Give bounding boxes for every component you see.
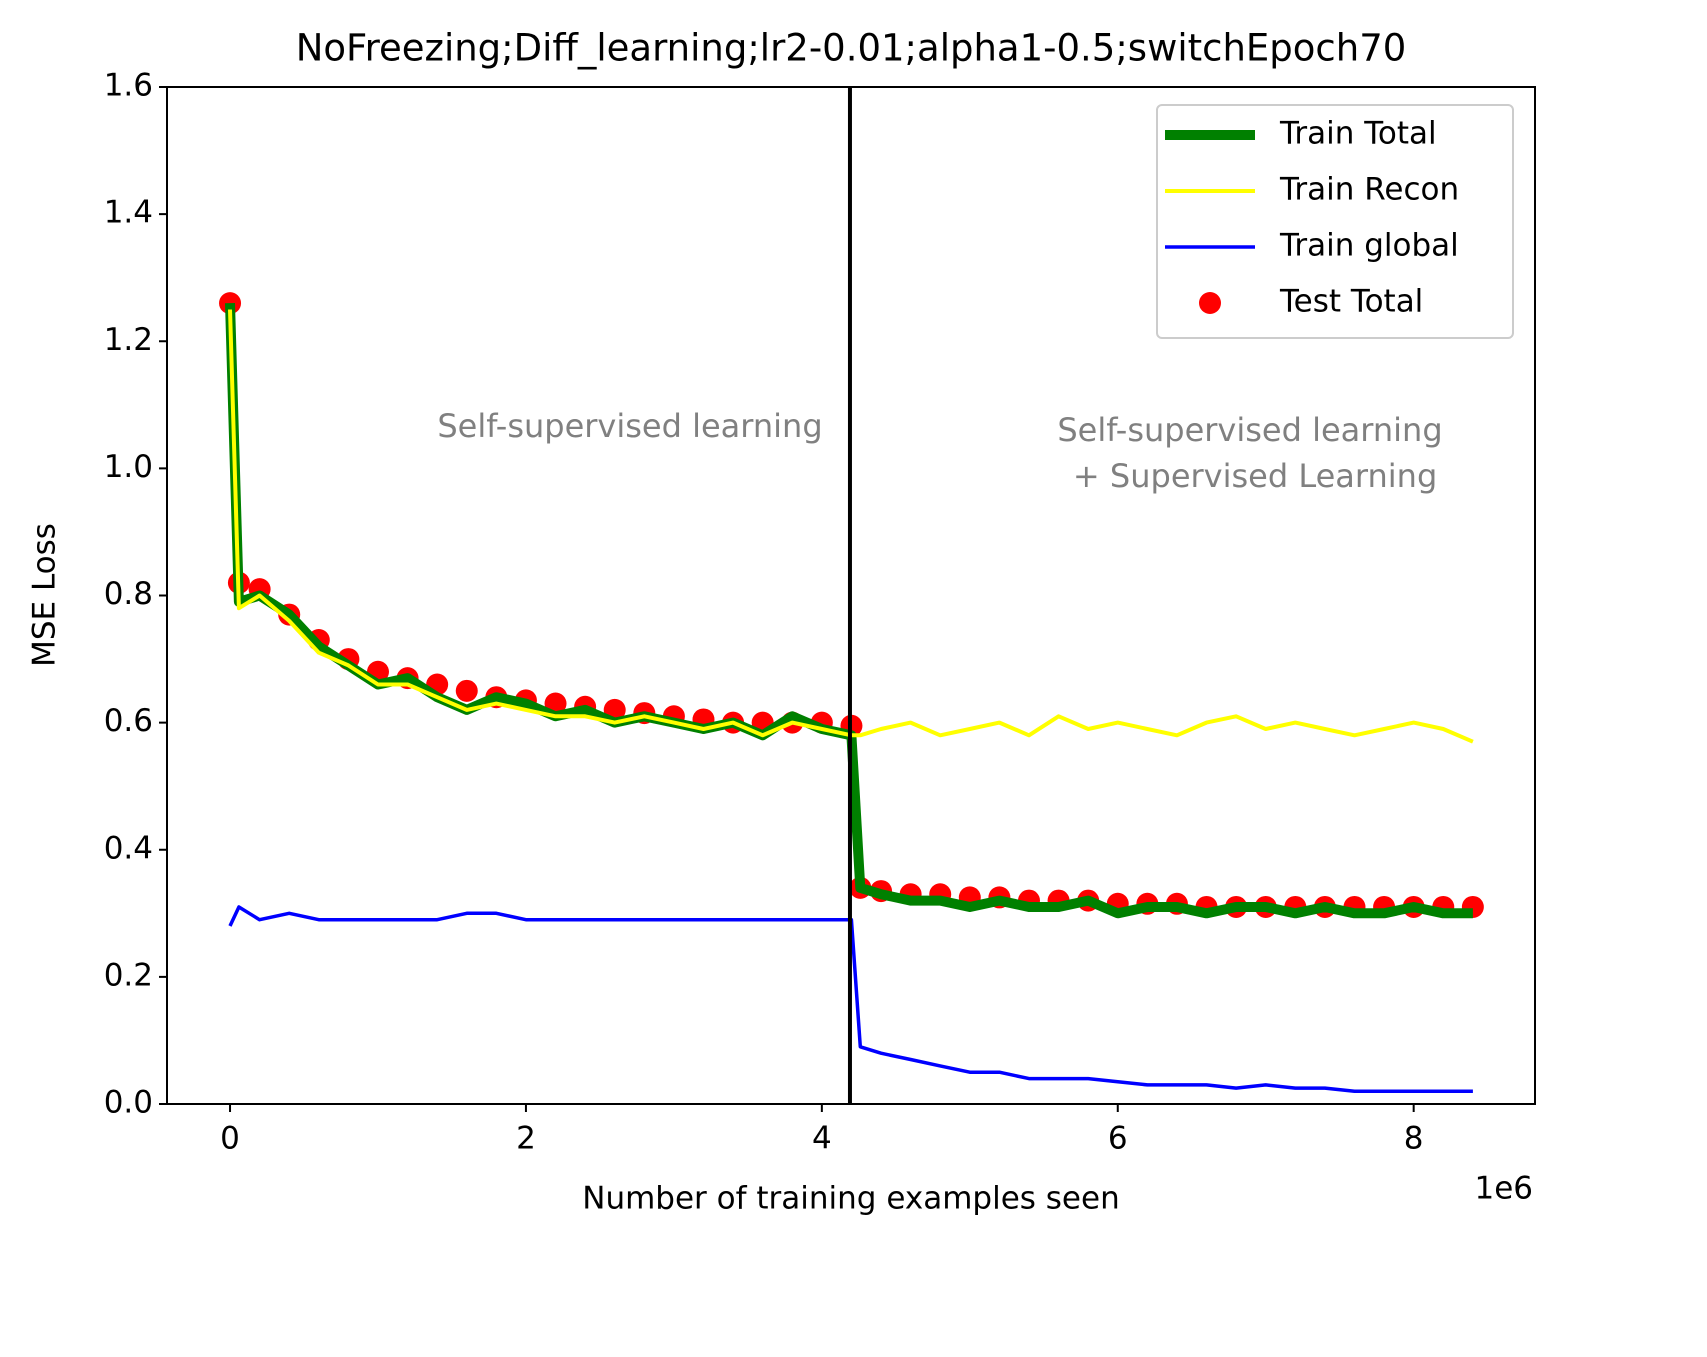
legend-label: Train Total [1279, 116, 1437, 152]
annotation: + Supervised Learning [1063, 457, 1438, 495]
y-tick-label: 1.0 [104, 449, 153, 485]
x-tick-label: 8 [1404, 1121, 1424, 1157]
x-tick-label: 4 [812, 1121, 832, 1157]
legend-label: Train global [1279, 228, 1459, 264]
x-tick-label: 2 [516, 1121, 536, 1157]
x-tick-label: 6 [1108, 1121, 1128, 1157]
y-tick-label: 0.6 [104, 703, 153, 739]
y-axis-label: MSE Loss [27, 523, 63, 667]
legend-box [1156, 104, 1514, 339]
legend-label: Test Total [1279, 284, 1423, 320]
test-point [455, 679, 478, 702]
plot-frame [166, 86, 1536, 1105]
legend-marker [1199, 292, 1221, 314]
annotation: Self-supervised learning [437, 407, 822, 445]
annotation: Self-supervised learning [1057, 411, 1442, 449]
x-axis-label: Number of training examples seen [582, 1181, 1119, 1217]
x-tick-label: 0 [220, 1121, 240, 1157]
legend-label: Train Recon [1279, 172, 1459, 208]
y-tick-label: 0.8 [104, 576, 153, 612]
x-offset-label: 1e6 [1474, 1171, 1533, 1207]
legend: Train Total Train Recon Train global Test T… [1156, 104, 1514, 339]
y-tick-label: 1.2 [104, 322, 153, 358]
y-tick-label: 1.4 [104, 195, 153, 231]
chart-title: NoFreezing;Diff_learning;lr2-0.01;alpha1… [296, 27, 1407, 70]
y-tick-label: 0.4 [104, 830, 153, 866]
y-tick-label: 0.2 [104, 957, 153, 993]
y-tick-label: 0.0 [104, 1085, 153, 1121]
y-tick-label: 1.6 [104, 68, 153, 104]
